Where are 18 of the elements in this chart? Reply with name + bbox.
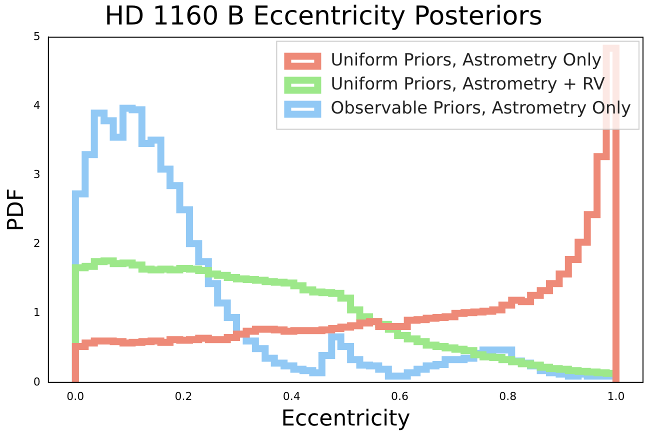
x-tick-label: 1.0 (607, 390, 625, 403)
x-tick-label: 0.2 (174, 390, 192, 403)
legend-label: Observable Priors, Astrometry Only (330, 98, 632, 119)
chart-title: HD 1160 B Eccentricity Posteriors (104, 1, 542, 32)
x-tick-label: 0.0 (66, 390, 84, 403)
x-tick-label: 0.8 (499, 390, 517, 403)
x-tick-label: 0.6 (391, 390, 409, 403)
x-axis-title: Eccentricity (281, 406, 410, 432)
y-axis-title: PDF (4, 188, 29, 232)
x-tick-label: 0.4 (282, 390, 300, 403)
y-tick-label: 0 (33, 375, 40, 388)
y-tick-label: 1 (33, 306, 40, 320)
y-tick-label: 3 (33, 168, 40, 182)
y-tick-label: 4 (33, 99, 40, 112)
legend-label: Uniform Priors, Astrometry + RV (330, 74, 606, 95)
legend-label: Uniform Priors, Astrometry Only (330, 50, 602, 71)
y-tick-label: 5 (33, 30, 40, 44)
y-tick-label: 2 (33, 237, 40, 250)
